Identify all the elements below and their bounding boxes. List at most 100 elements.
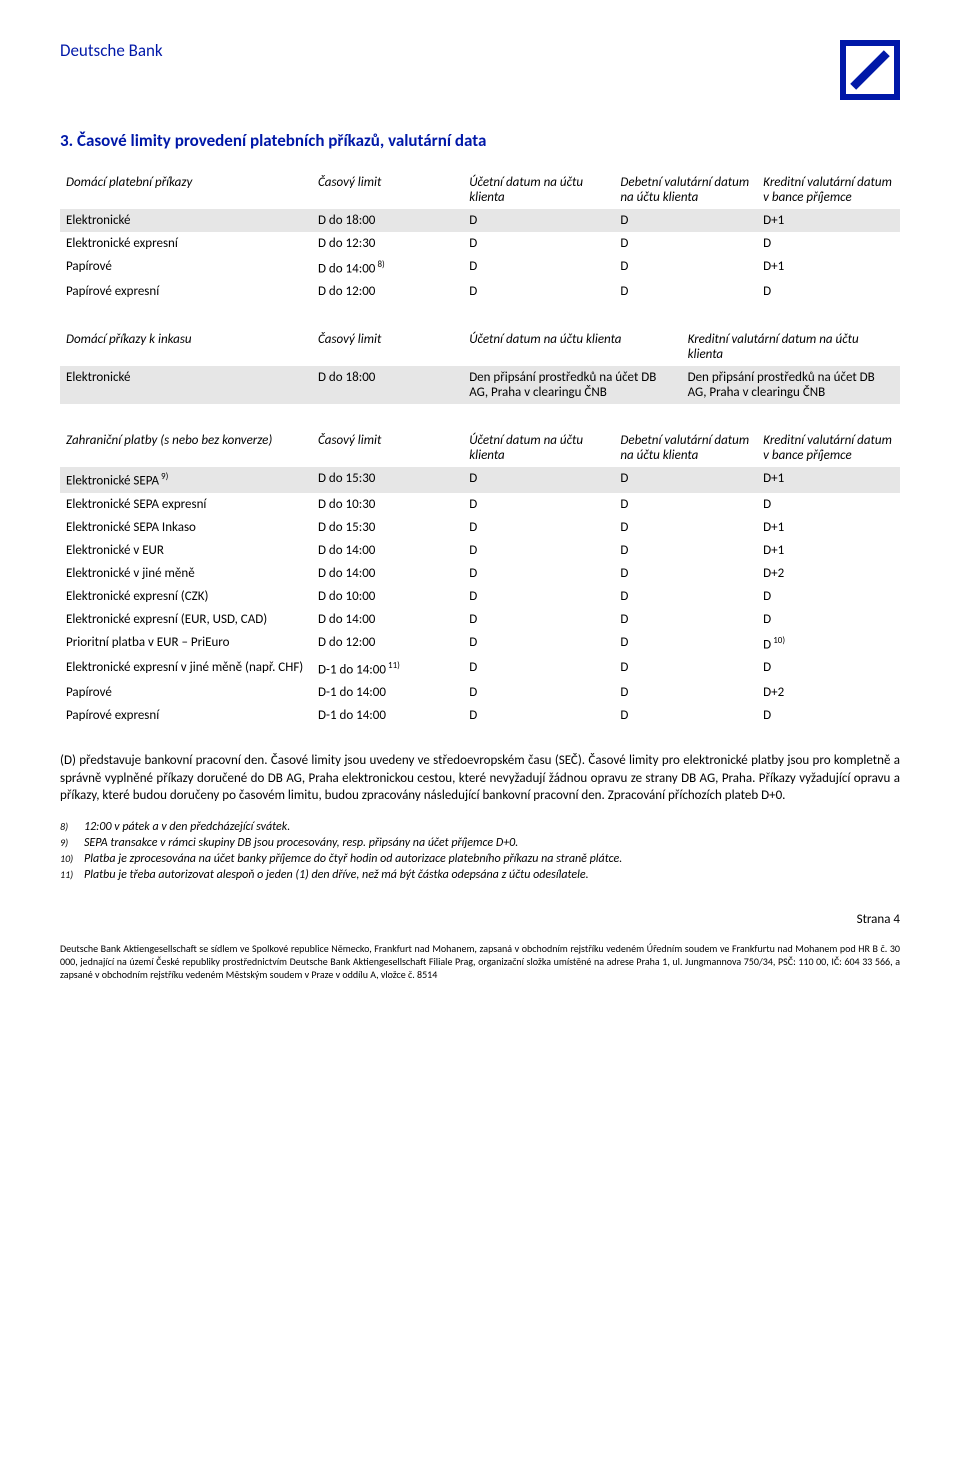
td: D+1 [757,516,900,539]
td: D [614,493,757,516]
th: Kreditní valutární datum v bance příjemc… [757,171,900,209]
table-row: Papírové expresníD-1 do 14:00DDD [60,704,900,727]
footnote: 10)Platba je zprocesována na účet banky … [60,852,900,866]
th: Zahraniční platby (s nebo bez konverze) [60,429,312,467]
td: D [463,681,614,704]
footnote-num: 11) [60,868,84,882]
table-row: Elektronické expresníD do 12:30DDD [60,232,900,255]
td-label: Elektronické expresní [60,232,312,255]
td: D [463,704,614,727]
td-label: Elektronické expresní (CZK) [60,585,312,608]
td: Den připsání prostředků na účet DB AG, P… [682,366,900,404]
td: D [614,681,757,704]
footnote: 11)Platbu je třeba autorizovat alespoň o… [60,868,900,882]
td: D+2 [757,681,900,704]
td: D [463,585,614,608]
td: D [614,608,757,631]
td: D do 14:00 8) [312,255,463,280]
table-row: PapírovéD do 14:00 8)DDD+1 [60,255,900,280]
td: D [614,467,757,492]
td: D [463,209,614,232]
footnote: 8)12:00 v pátek a v den předcházející sv… [60,820,900,834]
td: D-1 do 14:00 [312,681,463,704]
th: Debetní valutární datum na účtu klienta [614,171,757,209]
table-row: Papírové expresníD do 12:00DDD [60,280,900,303]
td: D do 12:00 [312,280,463,303]
table-row: Prioritní platba v EUR – PriEuroD do 12:… [60,631,900,656]
footnote-text: Platba je zprocesována na účet banky pří… [84,852,622,866]
brand-name: Deutsche Bank [60,40,163,61]
td: D [614,704,757,727]
td: D do 10:30 [312,493,463,516]
td-label: Elektronické SEPA Inkaso [60,516,312,539]
th: Časový limit [312,328,463,366]
footnote-num: 8) [60,820,84,834]
td: D [463,493,614,516]
td: D do 14:00 [312,539,463,562]
td: D [757,585,900,608]
td-label: Elektronické SEPA 9) [60,467,312,492]
db-logo-icon [840,40,900,100]
td-label: Papírové [60,255,312,280]
td: D [463,562,614,585]
table-row: Elektronické v jiné měněD do 14:00DDD+2 [60,562,900,585]
th: Debetní valutární datum na účtu klienta [614,429,757,467]
footnote-num: 10) [60,852,84,866]
td: D [757,704,900,727]
footnote-text: SEPA transakce v rámci skupiny DB jsou p… [84,836,518,850]
td: D [614,656,757,681]
th: Účetní datum na účtu klienta [463,171,614,209]
td-label: Elektronické [60,209,312,232]
td: D [463,656,614,681]
explanatory-paragraph: (D) představuje bankovní pracovní den. Č… [60,752,900,805]
footnote-text: Platbu je třeba autorizovat alespoň o je… [84,868,589,882]
td: D do 18:00 [312,366,463,404]
td: D [463,516,614,539]
table-row: Elektronické SEPA expresníD do 10:30DDD [60,493,900,516]
th: Časový limit [312,429,463,467]
td: D [614,539,757,562]
td: D-1 do 14:00 11) [312,656,463,681]
legal-text: Deutsche Bank Aktiengesellschaft se sídl… [60,942,900,981]
th: Účetní datum na účtu klienta [463,429,614,467]
table-row: Elektronické SEPA InkasoD do 15:30DDD+1 [60,516,900,539]
td: D+1 [757,467,900,492]
table-row: Elektronické expresní (CZK)D do 10:00DDD [60,585,900,608]
td: D [614,631,757,656]
table-domestic-orders: Domácí platební příkazy Časový limit Úče… [60,171,900,303]
td: D [614,232,757,255]
td: D [463,467,614,492]
section-title: 3. Časové limity provedení platebních př… [60,130,900,151]
td: D [614,280,757,303]
td-label: Elektronické expresní (EUR, USD, CAD) [60,608,312,631]
td-label: Elektronické SEPA expresní [60,493,312,516]
table-foreign-payments: Zahraniční platby (s nebo bez konverze) … [60,429,900,727]
td: D 10) [757,631,900,656]
td: D do 12:00 [312,631,463,656]
td: D [614,209,757,232]
td: D+1 [757,209,900,232]
td: D do 10:00 [312,585,463,608]
page-header: Deutsche Bank [60,40,900,100]
td: D [463,539,614,562]
table-row: Elektronické v EURD do 14:00DDD+1 [60,539,900,562]
td: D [614,255,757,280]
th: Kreditní valutární datum v bance příjemc… [757,429,900,467]
td-label: Prioritní platba v EUR – PriEuro [60,631,312,656]
td: D do 15:30 [312,467,463,492]
td-label: Elektronické v jiné měně [60,562,312,585]
td: D [463,608,614,631]
td: D [614,562,757,585]
td: D+2 [757,562,900,585]
th: Domácí platební příkazy [60,171,312,209]
footnote-text: 12:00 v pátek a v den předcházející svát… [84,820,290,834]
td: D do 15:30 [312,516,463,539]
td: D [463,255,614,280]
td: Den připsání prostředků na účet DB AG, P… [463,366,681,404]
td: D [757,493,900,516]
table-row: Elektronické expresní v jiné měně (např.… [60,656,900,681]
th: Časový limit [312,171,463,209]
td: D+1 [757,539,900,562]
table-domestic-collection: Domácí příkazy k inkasu Časový limit Úče… [60,328,900,404]
td-label: Elektronické expresní v jiné měně (např.… [60,656,312,681]
